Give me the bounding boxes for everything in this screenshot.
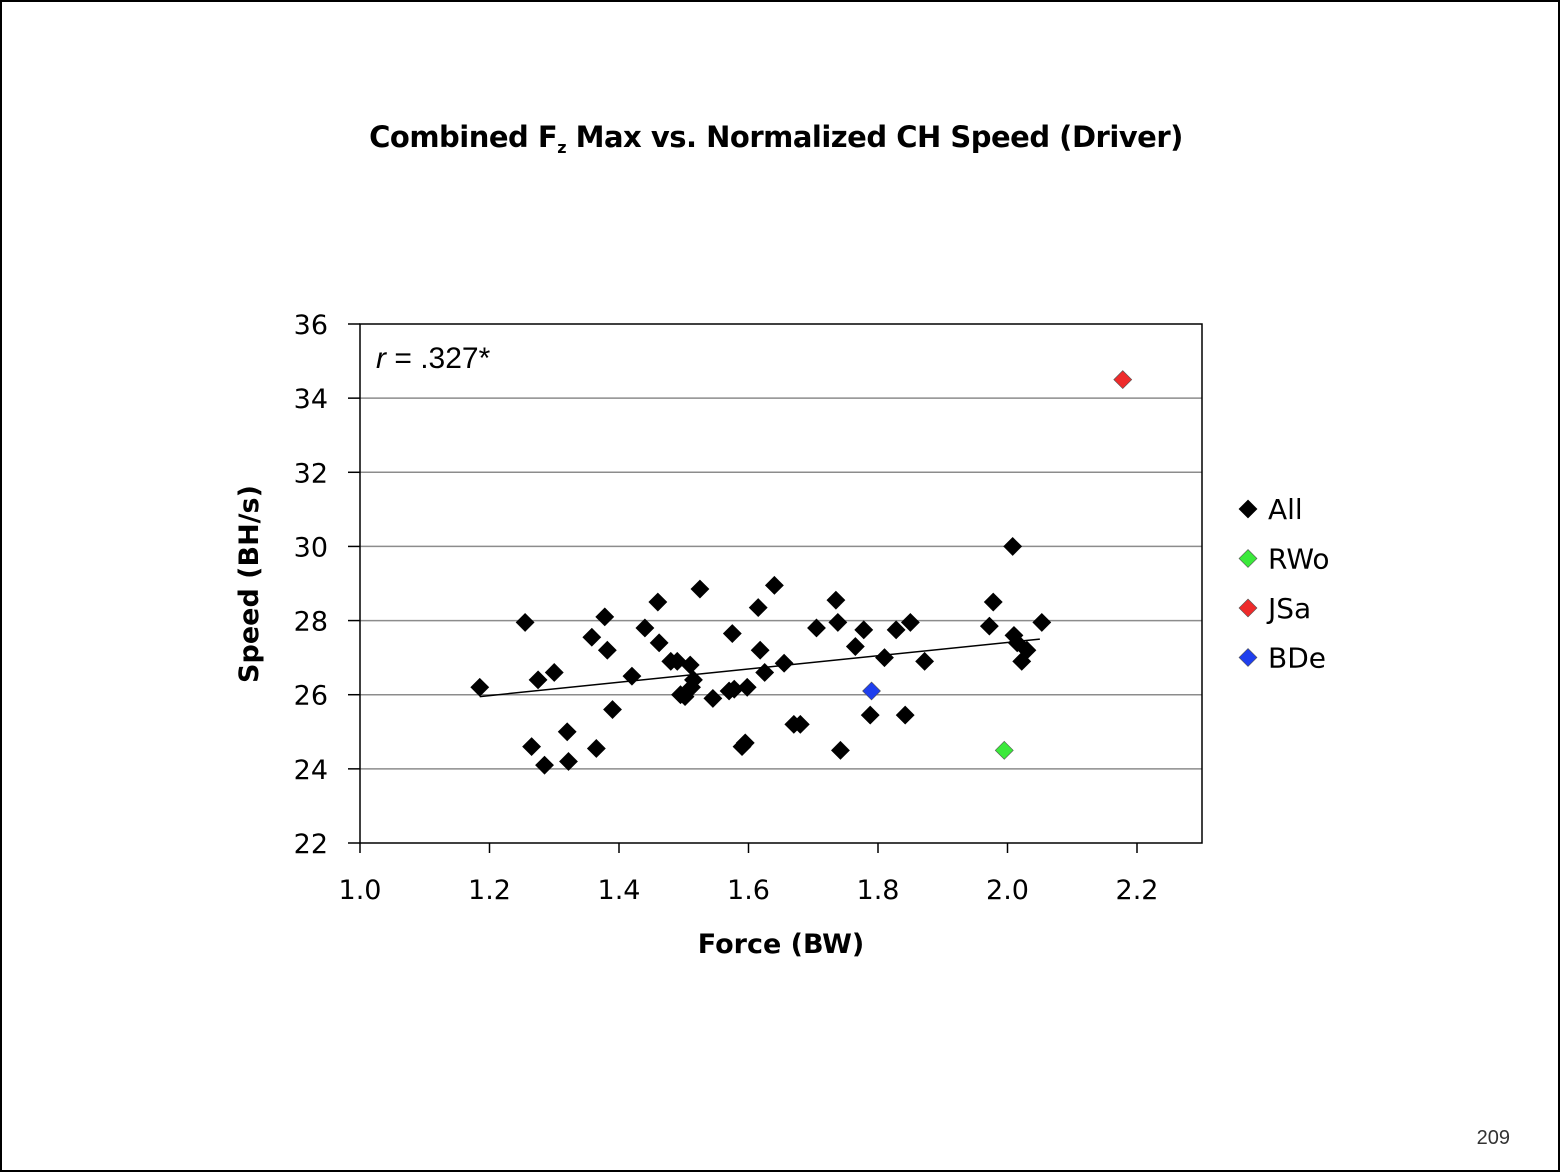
data-point-all [1032, 613, 1052, 632]
data-point-all [557, 722, 577, 742]
data-point-bde [862, 681, 881, 701]
legend-marker-jsa [1238, 598, 1258, 618]
data-point-all [684, 670, 703, 690]
data-point-all [1003, 537, 1023, 556]
data-point-all [544, 663, 564, 682]
data-points [470, 370, 1133, 775]
data-point-all [979, 616, 999, 636]
legend-marker-bde [1238, 648, 1258, 667]
data-point-all [875, 648, 894, 668]
data-point-all [582, 627, 602, 647]
data-point-all [915, 651, 935, 671]
y-tick-label: 34 [294, 384, 328, 415]
data-point-all [854, 620, 874, 640]
correlation-annotation: r = .327* [376, 342, 491, 375]
x-tick-label: 2.0 [986, 875, 1029, 906]
data-point-all [597, 640, 617, 660]
x-tick-label: 2.2 [1116, 875, 1159, 906]
data-point-rwo [994, 740, 1014, 760]
legend-marker-all [1238, 499, 1258, 519]
data-point-all [515, 613, 535, 632]
data-point-all [983, 592, 1003, 612]
data-point-all [690, 579, 710, 599]
data-point-all [900, 613, 920, 632]
data-point-all [826, 590, 846, 610]
legend-marker-rwo [1238, 549, 1258, 568]
data-point-all [595, 607, 615, 627]
data-point-all [648, 592, 668, 612]
data-point-all [603, 700, 622, 719]
legend-label-bde: BDe [1268, 642, 1326, 675]
data-point-all [886, 620, 906, 640]
y-tick-label: 26 [294, 681, 328, 712]
y-tick-label: 28 [294, 607, 328, 638]
y-tick-label: 30 [294, 532, 328, 563]
x-tick-label: 1.8 [857, 875, 900, 906]
page-number: 209 [1476, 1127, 1510, 1149]
y-tick-label: 24 [294, 755, 328, 786]
ticks: 22 24 26 28 30 32 34 36 1.0 1.2 1.4 1.6 1.8 2.0 2.2 [294, 310, 1159, 906]
data-point-all [790, 714, 810, 734]
data-point-all [831, 740, 850, 760]
x-tick-label: 1.4 [598, 875, 641, 906]
data-point-all [586, 739, 606, 758]
chart-title-main: Combined F [369, 120, 558, 154]
data-point-all [828, 613, 848, 632]
r-value: = .327* [386, 342, 491, 375]
data-point-all [750, 640, 770, 660]
r-symbol: r [376, 342, 387, 375]
data-point-all [522, 737, 542, 757]
x-tick-label: 1.0 [339, 875, 382, 906]
data-point-all [559, 752, 578, 771]
legend: All RWo JSa BDe [1238, 493, 1330, 675]
plot-area-border [359, 323, 1203, 844]
data-point-all [470, 677, 490, 697]
data-point-all [764, 575, 784, 595]
y-tick-label: 22 [294, 829, 328, 860]
data-point-all [737, 677, 757, 697]
data-point-all [703, 688, 723, 708]
data-point-all [722, 624, 742, 643]
data-point-all [649, 633, 669, 653]
data-point-all [635, 618, 655, 638]
x-tick-label: 1.6 [727, 875, 770, 906]
chart-title: Combined Fz Max vs. Normalized CH Speed … [2, 120, 1550, 157]
chart-title-subscript: z [557, 138, 567, 157]
chart-title-rest: Max vs. Normalized CH Speed (Driver) [566, 120, 1184, 154]
data-point-all [807, 618, 826, 638]
data-point-all [535, 755, 554, 775]
legend-label-all: All [1268, 493, 1303, 526]
legend-label-rwo: RWo [1268, 543, 1330, 576]
y-tick-label: 36 [294, 310, 328, 341]
y-axis-title: Speed (BH/s) [234, 485, 265, 683]
legend-label-jsa: JSa [1266, 592, 1311, 625]
data-point-all [622, 666, 642, 686]
data-point-jsa [1113, 370, 1133, 390]
data-point-all [755, 663, 775, 682]
data-point-all [1017, 640, 1037, 660]
x-tick-label: 1.2 [468, 875, 511, 906]
data-point-all [774, 653, 794, 673]
trendline [479, 638, 1040, 698]
data-point-all [528, 670, 548, 690]
data-point-all [895, 705, 915, 725]
x-axis-title: Force (BW) [698, 929, 865, 960]
data-point-all [748, 598, 768, 618]
data-point-all [735, 733, 755, 753]
data-point-all [860, 705, 880, 725]
y-tick-label: 32 [294, 458, 328, 489]
data-point-all [845, 637, 865, 656]
